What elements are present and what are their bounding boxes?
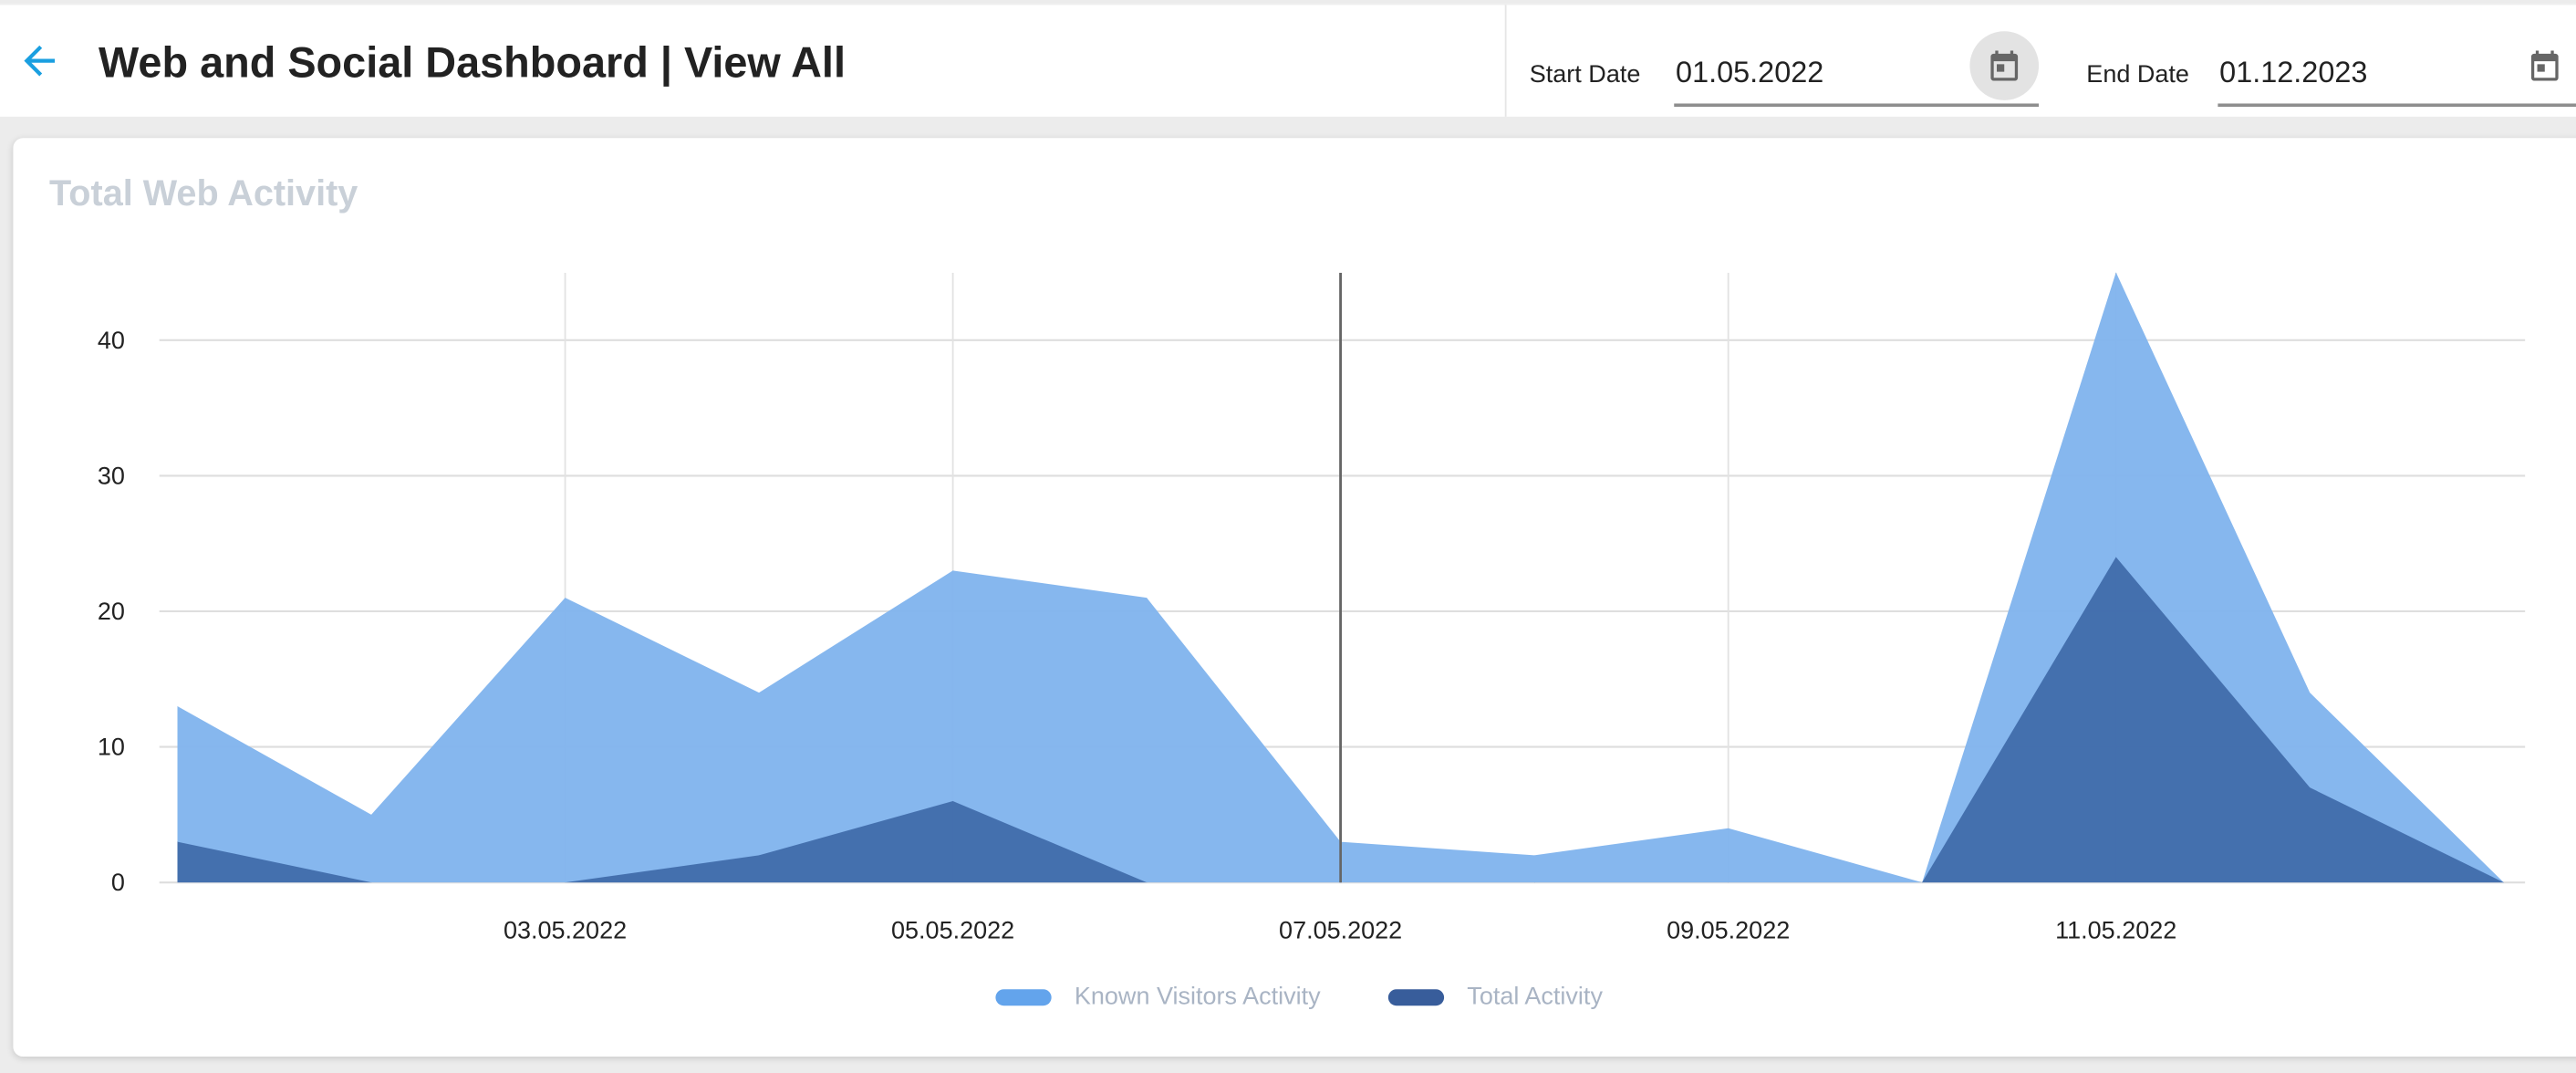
area-series-known-visitors[interactable]: [177, 272, 2504, 883]
y-tick-label: 40: [98, 327, 125, 354]
x-tick-label: 03.05.2022: [504, 916, 627, 943]
x-tick-label: 11.05.2022: [2055, 916, 2176, 943]
legend-item-known[interactable]: Known Visitors Activity: [995, 983, 1321, 1011]
x-tick-label: 05.05.2022: [891, 916, 1014, 943]
page-title: Web and Social Dashboard | View All: [99, 37, 846, 88]
y-tick-label: 20: [98, 598, 125, 625]
legend-swatch-known: [995, 988, 1052, 1005]
start-date-label: Start Date: [1529, 60, 1641, 89]
x-tick-label: 09.05.2022: [1667, 916, 1790, 943]
end-date-field[interactable]: 01.12.2023: [2218, 50, 2576, 108]
end-date-value[interactable]: 01.12.2023: [2219, 56, 2368, 89]
area-series-total-activity[interactable]: [177, 557, 2504, 883]
start-date-field[interactable]: 01.05.2022: [1674, 31, 2040, 108]
x-tick-label: 07.05.2022: [1279, 916, 1402, 943]
legend-swatch-total: [1387, 988, 1445, 1005]
calendar-icon[interactable]: [1969, 31, 2040, 100]
y-tick-label: 10: [98, 734, 125, 761]
legend-item-total[interactable]: Total Activity: [1387, 983, 1603, 1011]
header-divider: [1504, 5, 1507, 117]
start-date-value[interactable]: 01.05.2022: [1676, 56, 1824, 89]
calendar-icon[interactable]: [2510, 31, 2576, 100]
header-bar: Web and Social Dashboard | View All Star…: [0, 3, 2576, 117]
y-tick-label: 0: [111, 869, 125, 896]
legend-label-known: Known Visitors Activity: [1074, 983, 1321, 1011]
card-title: Total Web Activity: [49, 172, 358, 214]
back-arrow-icon[interactable]: [16, 37, 62, 83]
legend-label-total: Total Activity: [1467, 983, 1603, 1011]
end-date-label: End Date: [2086, 60, 2189, 89]
y-tick-label: 30: [98, 462, 125, 489]
